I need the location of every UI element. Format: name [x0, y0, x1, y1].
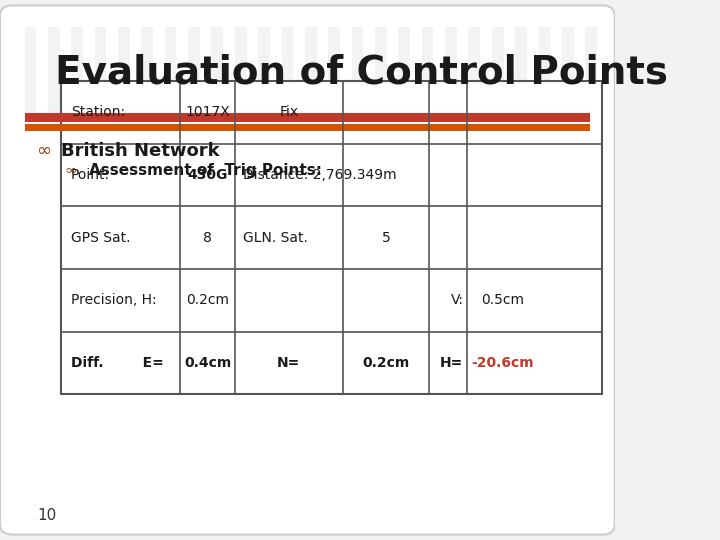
Text: Diff.        E=: Diff. E=: [71, 356, 163, 370]
Text: 0.4cm: 0.4cm: [184, 356, 231, 370]
Bar: [351, 27, 364, 119]
Bar: [562, 27, 574, 119]
Text: -20.6cm: -20.6cm: [471, 356, 534, 370]
Bar: [305, 27, 317, 119]
Text: 1017X: 1017X: [185, 105, 230, 119]
Bar: [235, 27, 246, 119]
Text: 430G: 430G: [187, 168, 228, 182]
Bar: [24, 27, 36, 119]
Bar: [141, 27, 153, 119]
FancyBboxPatch shape: [0, 5, 615, 535]
Text: Evaluation of Control Points: Evaluation of Control Points: [55, 54, 668, 92]
Bar: [188, 27, 200, 119]
Text: GPS Sat.: GPS Sat.: [71, 231, 130, 245]
Bar: [258, 27, 270, 119]
Text: ∞: ∞: [64, 163, 77, 178]
Bar: [48, 27, 60, 119]
Bar: [492, 27, 503, 119]
Bar: [539, 27, 550, 119]
Text: British Network: British Network: [61, 142, 220, 160]
Bar: [212, 27, 223, 119]
Bar: [24, 113, 590, 122]
Bar: [61, 81, 603, 394]
Bar: [328, 27, 340, 119]
Bar: [585, 27, 597, 119]
Text: Distance: 2,769.349m: Distance: 2,769.349m: [243, 168, 397, 182]
Bar: [165, 27, 176, 119]
Bar: [445, 27, 456, 119]
Text: Station:: Station:: [71, 105, 125, 119]
Text: 8: 8: [203, 231, 212, 245]
Bar: [398, 27, 410, 119]
Text: 10: 10: [37, 508, 56, 523]
Text: Point:: Point:: [71, 168, 110, 182]
Text: 0.5cm: 0.5cm: [481, 293, 524, 307]
Text: GLN. Sat.: GLN. Sat.: [243, 231, 308, 245]
Text: 0.2cm: 0.2cm: [186, 293, 229, 307]
Bar: [282, 27, 293, 119]
Text: 5: 5: [382, 231, 390, 245]
Bar: [118, 27, 130, 119]
Bar: [516, 27, 527, 119]
Bar: [94, 27, 107, 119]
Text: ∞: ∞: [35, 142, 50, 160]
Bar: [375, 27, 387, 119]
Bar: [422, 27, 433, 119]
Bar: [24, 124, 590, 131]
Text: Assessment of  Trig Points:: Assessment of Trig Points:: [89, 163, 322, 178]
Text: N=: N=: [277, 356, 300, 370]
Bar: [469, 27, 480, 119]
Text: Precision, H:: Precision, H:: [71, 293, 157, 307]
Text: Fix: Fix: [279, 105, 298, 119]
Bar: [71, 27, 83, 119]
Text: V:: V:: [451, 293, 464, 307]
Text: H=: H=: [440, 356, 464, 370]
Text: 0.2cm: 0.2cm: [362, 356, 410, 370]
